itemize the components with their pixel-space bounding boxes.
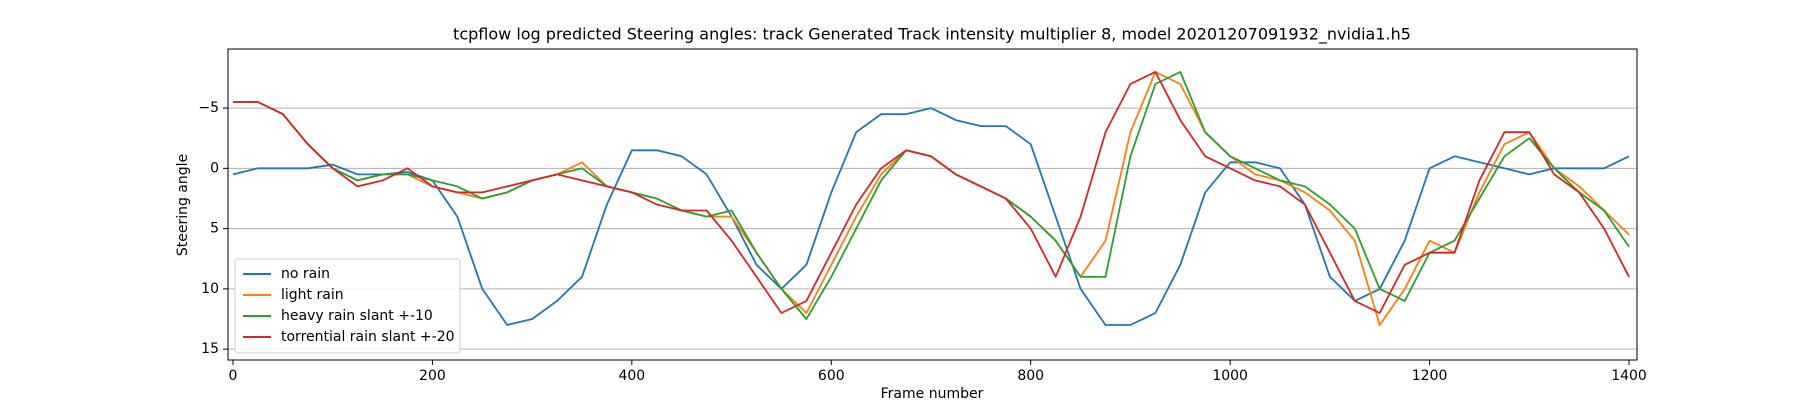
- y-tick-label: 0: [210, 160, 219, 176]
- legend-label: no rain: [281, 266, 330, 282]
- legend-label: light rain: [281, 287, 344, 303]
- y-tick-label: 15: [201, 341, 219, 357]
- plot-frame: [227, 48, 1638, 361]
- x-tick-label: 1000: [1212, 368, 1248, 384]
- x-tick-label: 400: [618, 368, 645, 384]
- series-line: [232, 107, 1630, 326]
- legend: no rain light rain heavy rain slant +-10 to…: [234, 258, 461, 354]
- chart-title: tcpflow log predicted Steering angles: t…: [453, 25, 1411, 45]
- y-tick-label: 5: [210, 221, 219, 237]
- x-tick-label: 800: [1017, 368, 1044, 384]
- y-axis-label: Steering angle: [175, 154, 191, 256]
- x-axis-label: Frame number: [881, 386, 984, 400]
- y-tick-label: 10: [201, 281, 219, 297]
- x-tick-label: 1200: [1412, 368, 1448, 384]
- y-tick-label: −5: [198, 100, 219, 116]
- series-line: [233, 71, 1630, 314]
- legend-box: [234, 258, 461, 354]
- legend-label: torrential rain slant +-20: [281, 329, 455, 345]
- x-tick-label: 1400: [1611, 368, 1647, 384]
- x-tick-label: 200: [419, 368, 446, 384]
- legend-label: heavy rain slant +-10: [281, 308, 433, 324]
- x-tick-label: 600: [818, 368, 845, 384]
- x-tick-label: 0: [229, 368, 238, 384]
